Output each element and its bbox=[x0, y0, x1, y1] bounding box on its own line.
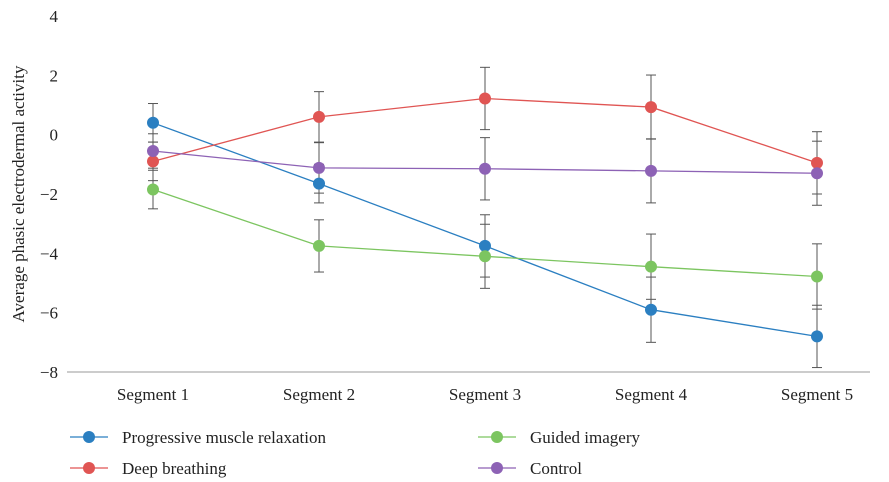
legend-label: Deep breathing bbox=[122, 459, 227, 478]
series-points bbox=[147, 92, 823, 343]
data-point bbox=[147, 116, 159, 129]
legend-item: Guided imagery bbox=[478, 428, 640, 447]
data-point bbox=[811, 156, 823, 169]
data-point bbox=[479, 162, 491, 175]
x-tick-label: Segment 1 bbox=[117, 385, 189, 404]
data-point bbox=[811, 167, 823, 180]
x-tick-label: Segment 5 bbox=[781, 385, 853, 404]
y-tick-label: 4 bbox=[50, 7, 59, 26]
data-point bbox=[313, 110, 325, 123]
data-point bbox=[811, 270, 823, 283]
legend-label: Progressive muscle relaxation bbox=[122, 428, 326, 447]
series-layer bbox=[147, 66, 823, 369]
y-axis-label: Average phasic electrodermal activity bbox=[9, 65, 28, 322]
legend-label: Control bbox=[530, 459, 582, 478]
data-point bbox=[479, 250, 491, 263]
legend-marker bbox=[491, 431, 503, 443]
legend-item: Progressive muscle relaxation bbox=[70, 428, 326, 447]
legend-marker bbox=[83, 431, 95, 443]
legend-item: Control bbox=[478, 459, 582, 478]
legend-marker bbox=[83, 462, 95, 474]
legend: Progressive muscle relaxation Deep breath… bbox=[70, 428, 640, 478]
error-bars bbox=[148, 66, 822, 369]
data-point bbox=[313, 177, 325, 190]
data-point bbox=[645, 260, 657, 273]
y-tick-label: −4 bbox=[40, 244, 59, 263]
x-axis-ticks: Segment 1 Segment 2 Segment 3 Segment 4 Segm… bbox=[117, 385, 853, 404]
y-tick-label: 2 bbox=[50, 66, 59, 85]
data-point bbox=[313, 239, 325, 252]
data-point bbox=[313, 161, 325, 174]
data-point bbox=[479, 239, 491, 252]
y-tick-label: 0 bbox=[50, 126, 59, 145]
legend-item: Deep breathing bbox=[70, 459, 227, 478]
y-tick-label: −2 bbox=[40, 185, 58, 204]
x-tick-label: Segment 2 bbox=[283, 385, 355, 404]
data-point bbox=[479, 92, 491, 105]
data-point bbox=[811, 330, 823, 343]
data-point bbox=[147, 183, 159, 196]
y-axis-ticks: −8 −6 −4 −2 0 2 4 bbox=[40, 7, 59, 382]
data-point bbox=[645, 164, 657, 177]
data-point bbox=[645, 101, 657, 114]
legend-marker bbox=[491, 462, 503, 474]
x-tick-label: Segment 4 bbox=[615, 385, 688, 404]
x-tick-label: Segment 3 bbox=[449, 385, 521, 404]
data-point bbox=[147, 155, 159, 168]
data-point bbox=[147, 144, 159, 157]
y-tick-label: −8 bbox=[40, 363, 58, 382]
data-point bbox=[645, 303, 657, 316]
y-tick-label: −6 bbox=[40, 304, 58, 323]
legend-label: Guided imagery bbox=[530, 428, 640, 447]
